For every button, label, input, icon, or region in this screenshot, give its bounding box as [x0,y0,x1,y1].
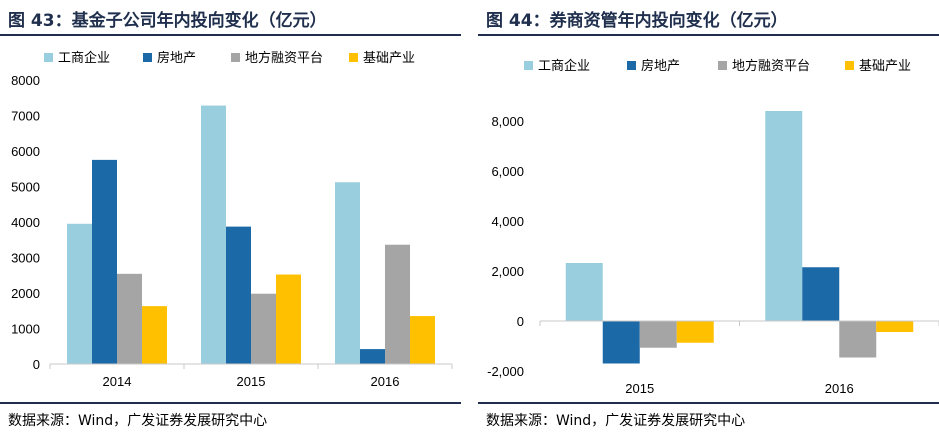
legend-label: 地方融资平台 [732,58,810,73]
bar [67,223,92,364]
y-tick-label: 6,000 [491,164,524,179]
bar [839,321,877,358]
bar [802,267,840,321]
y-tick-label: 8000 [11,73,40,88]
y-tick-label: -2,000 [487,364,524,379]
bar [385,244,410,364]
y-tick-label: 0 [517,314,524,329]
title-rule [0,34,461,36]
chart-title: 图 43：基金子公司年内投向变化（亿元） [8,11,327,31]
title-rule [478,34,939,36]
legend-label: 工商企业 [538,58,590,73]
bar [876,321,914,332]
bar [639,321,677,348]
bar [765,111,803,321]
bar [201,105,226,364]
legend-swatch [349,53,358,62]
legend-label: 房地产 [157,50,196,65]
chart-panel-right: 图 44：券商资管年内投向变化（亿元） 工商企业 房地产 地方融资平台 基础产业 -2,… [478,0,939,436]
x-tick-label: 2015 [237,374,266,389]
y-tick-label: 5000 [11,180,40,195]
source-rule [0,402,461,404]
legend-label: 地方融资平台 [245,50,323,65]
legend-label: 基础产业 [859,58,911,73]
legend-swatch [718,61,727,70]
y-tick-label: 2000 [11,286,40,301]
chart-panel-left: 图 43：基金子公司年内投向变化（亿元） 工商企业 房地产 地方融资平台 基础产业 0 1… [0,0,461,436]
y-tick-label: 7000 [11,109,40,124]
bar [410,316,435,364]
bar [335,182,360,364]
y-tick-label: 0 [33,357,40,372]
legend-swatch [143,53,152,62]
bar [142,306,167,364]
bar-chart-right: 工商企业 房地产 地方融资平台 基础产业 -2,000 0 2,000 4,000 6,000 8… [487,58,939,396]
source-rule [478,402,939,404]
legend-swatch [524,61,533,70]
source-note: 数据来源：Wind，广发证券发展研究中心 [8,413,268,429]
legend-swatch [627,61,636,70]
y-tick-label: 2,000 [491,264,524,279]
legend-swatch [845,61,854,70]
y-tick-label: 1000 [11,322,40,337]
bar [117,273,142,364]
bar [251,293,276,364]
chart-title: 图 44：券商资管年内投向变化（亿元） [486,11,788,31]
x-tick-label: 2015 [625,381,654,396]
x-tick-label: 2016 [371,374,400,389]
legend-label: 工商企业 [58,50,110,65]
source-note: 数据来源：Wind，广发证券发展研究中心 [486,413,746,429]
y-tick-label: 4000 [11,215,40,230]
legend-label: 房地产 [641,58,680,73]
bar-chart-left: 工商企业 房地产 地方融资平台 基础产业 0 1000 2000 3000 4000 5000 60… [11,50,453,389]
y-tick-label: 6000 [11,144,40,159]
bar [360,349,385,364]
bar [602,321,640,364]
x-tick-label: 2016 [825,381,854,396]
y-tick-label: 3000 [11,251,40,266]
bar [276,274,301,364]
y-tick-label: 4,000 [491,214,524,229]
bar [565,263,603,321]
bar [676,321,714,343]
legend-swatch [44,53,53,62]
bar [226,226,251,364]
y-tick-label: 8,000 [491,114,524,129]
bar [92,159,117,364]
x-tick-label: 2014 [103,374,132,389]
legend-label: 基础产业 [363,50,415,65]
legend-swatch [231,53,240,62]
